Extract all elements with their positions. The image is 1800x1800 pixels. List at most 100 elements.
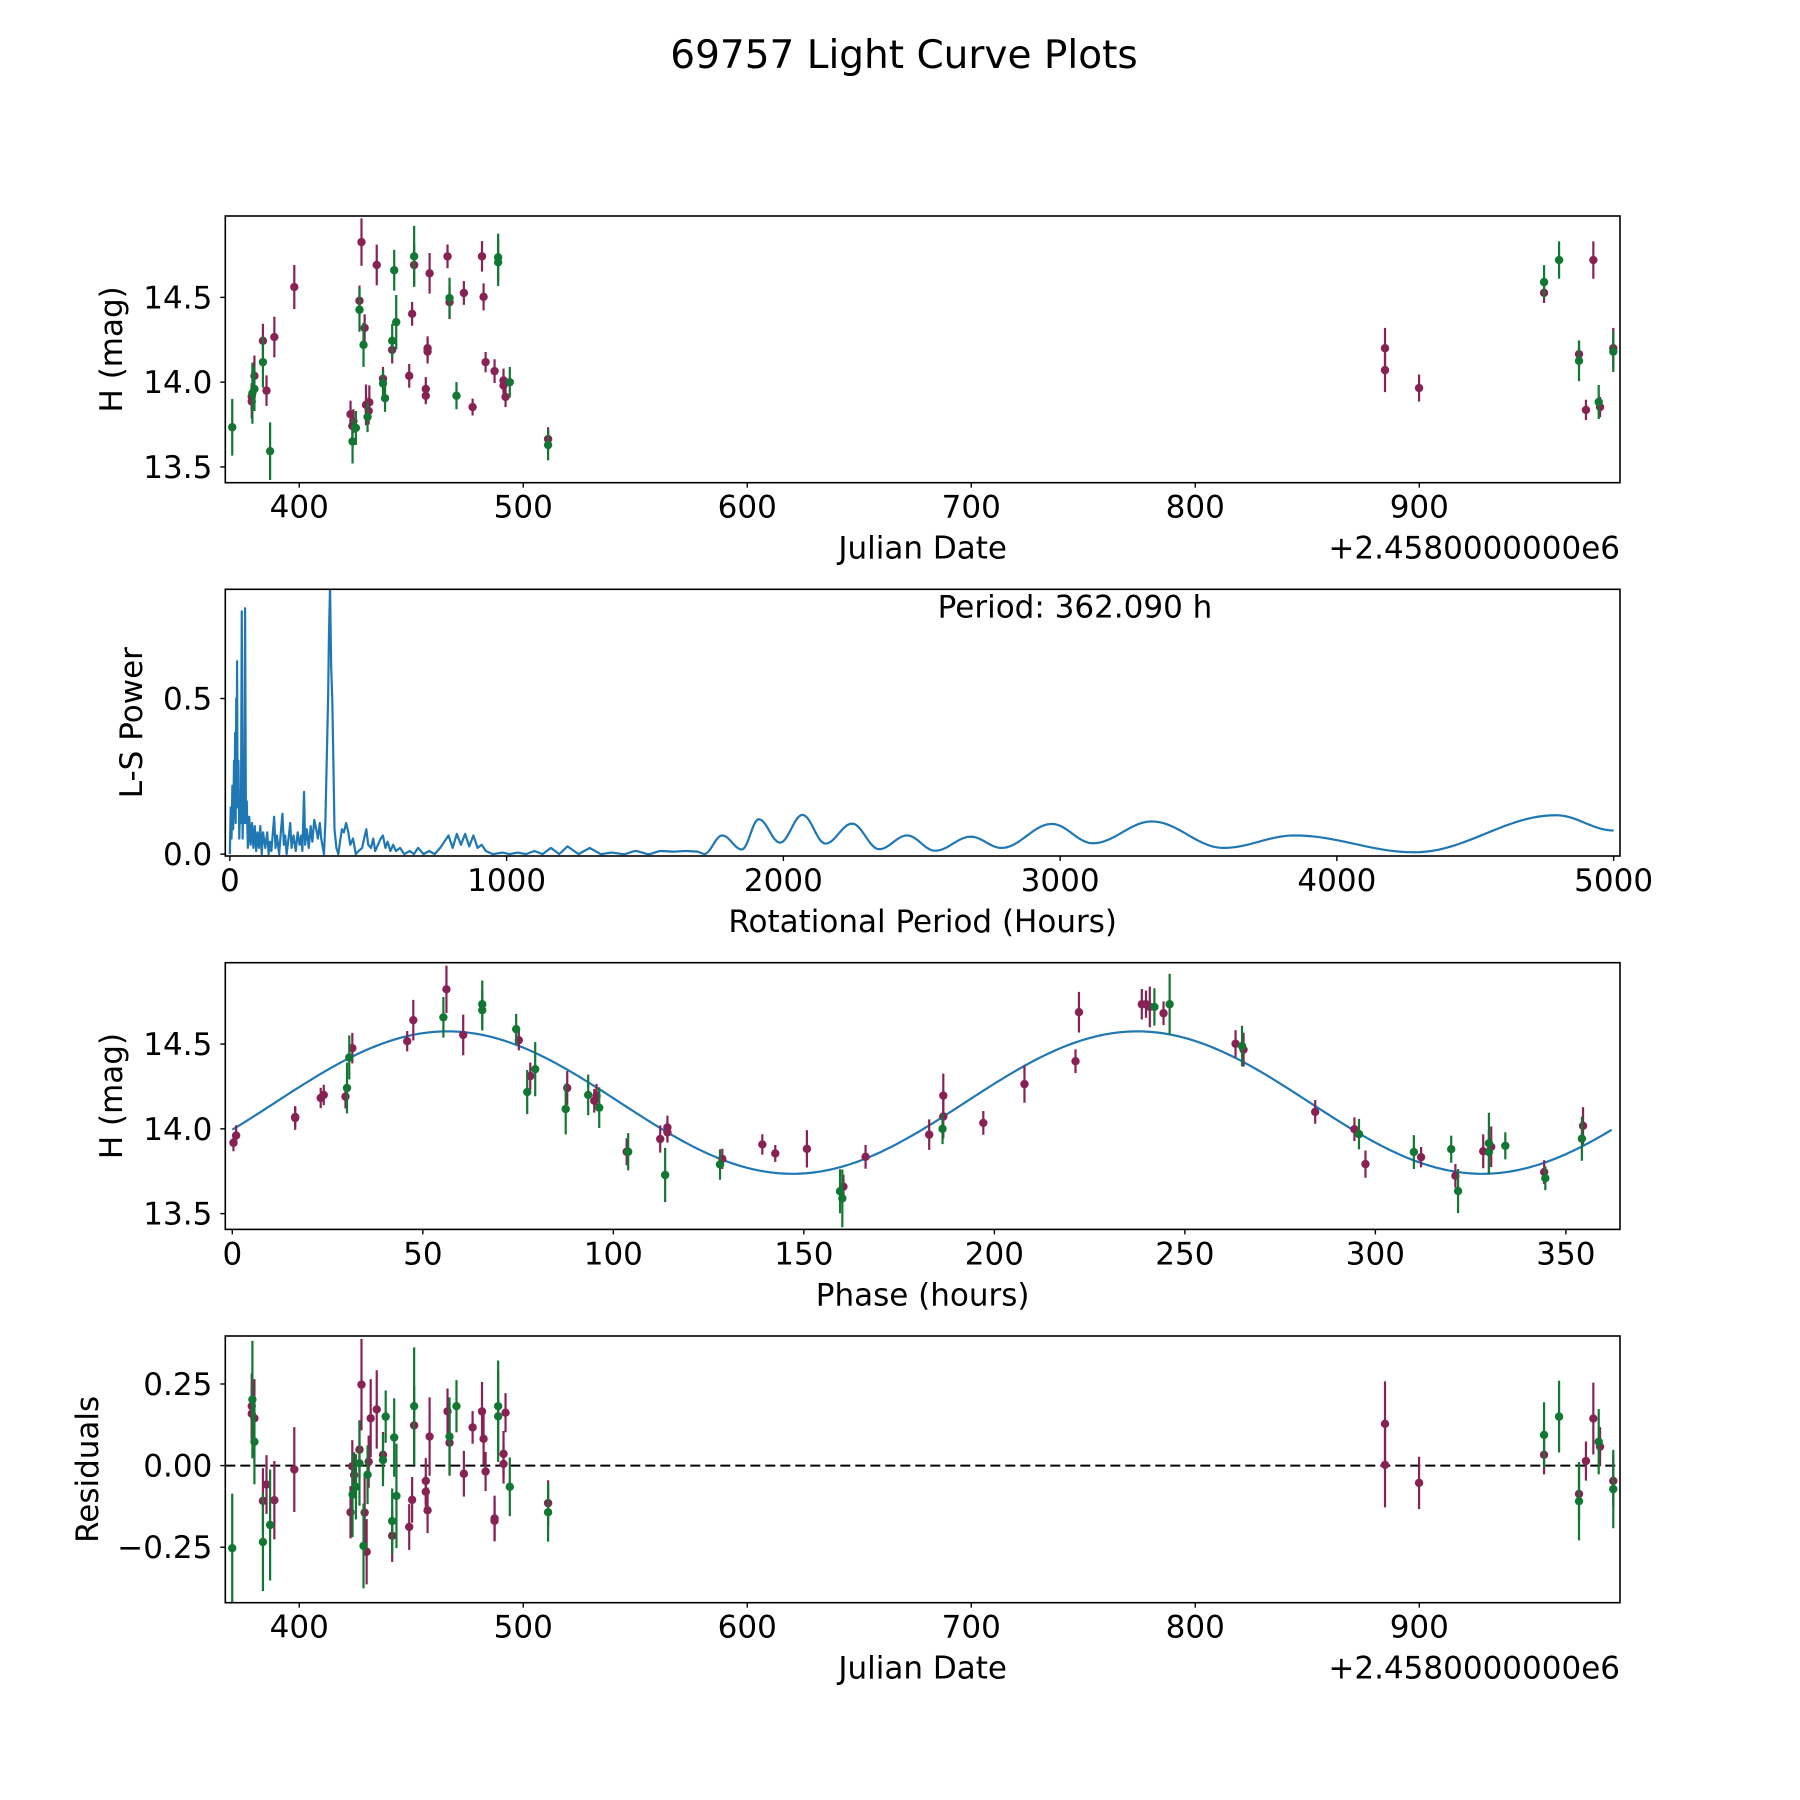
- data-point: [363, 412, 372, 422]
- data-point: [407, 1495, 417, 1505]
- data-point: [439, 1013, 448, 1022]
- x-tick-label: 200: [965, 1236, 1024, 1272]
- data-point: [1409, 1147, 1419, 1157]
- data-point: [403, 1037, 412, 1046]
- data-point: [459, 1469, 469, 1478]
- data-point: [501, 392, 510, 402]
- data-point: [355, 1459, 364, 1468]
- data-point: [387, 336, 397, 345]
- data-point: [1484, 1147, 1494, 1157]
- x-tick-label: 4000: [1297, 863, 1376, 899]
- data-point: [442, 985, 451, 994]
- data-point: [1020, 1079, 1029, 1089]
- data-point: [351, 423, 361, 433]
- data-point: [405, 371, 414, 381]
- x-tick-label: 700: [942, 1610, 1001, 1646]
- data-point: [715, 1160, 725, 1169]
- x-tick-label: 900: [1390, 490, 1449, 526]
- y-tick-label: 14.5: [143, 1027, 212, 1063]
- data-point: [423, 347, 432, 356]
- y-tick-label: 0.0: [163, 837, 212, 873]
- data-point: [505, 1482, 514, 1492]
- plot-area: [225, 1338, 1620, 1603]
- x-tick-label: 250: [1155, 1236, 1214, 1272]
- x-axis-label: Rotational Period (Hours): [728, 904, 1117, 940]
- figure-title: 69757 Light Curve Plots: [670, 33, 1137, 78]
- data-point: [479, 1434, 488, 1444]
- data-point: [392, 1491, 401, 1501]
- data-point: [493, 258, 503, 267]
- x-tick-label: 400: [270, 490, 329, 526]
- x-tick-label: 900: [1390, 1610, 1449, 1646]
- y-tick-label: 13.5: [143, 1197, 212, 1233]
- x-tick-label: 100: [584, 1236, 643, 1272]
- data-point: [1577, 1134, 1587, 1143]
- data-point: [421, 391, 430, 400]
- data-point: [364, 1457, 373, 1466]
- data-point: [1578, 1121, 1588, 1131]
- data-point: [481, 1467, 490, 1476]
- x-axis-label: Julian Date: [836, 1651, 1007, 1687]
- data-point: [583, 1090, 593, 1100]
- data-point: [478, 1005, 487, 1015]
- y-tick-label: 14.0: [143, 365, 212, 401]
- data-point: [861, 1152, 870, 1162]
- fit-model-curve: [231, 1030, 1613, 1175]
- data-point: [425, 1432, 434, 1441]
- data-point: [452, 391, 461, 400]
- data-point: [477, 1407, 487, 1416]
- x-tick-label: 800: [1166, 490, 1225, 526]
- data-point: [939, 1091, 948, 1100]
- data-point: [543, 440, 553, 450]
- x-axis-offset-text: +2.4580000000e6: [1328, 531, 1620, 567]
- phase-folded-panel: 0 50 100 150 200 250 300 350 13.5 14.0 14.5 Phase (…: [94, 961, 1621, 1313]
- axes-frame: [224, 1335, 1621, 1604]
- data-point: [1165, 1000, 1174, 1009]
- data-point: [511, 1024, 521, 1034]
- data-point: [452, 1401, 461, 1411]
- y-tick-label: 14.0: [143, 1112, 212, 1148]
- data-point: [392, 317, 401, 327]
- data-point: [423, 1506, 432, 1515]
- data-point: [357, 1380, 366, 1389]
- y-tick-label: 0.00: [143, 1449, 212, 1485]
- data-point: [802, 1144, 812, 1154]
- x-axis-label: Phase (hours): [816, 1277, 1030, 1313]
- data-point: [468, 1423, 477, 1432]
- data-point: [1159, 1009, 1168, 1018]
- data-point: [360, 323, 369, 333]
- y-tick-label: 0.25: [143, 1367, 212, 1403]
- data-point: [425, 269, 434, 278]
- data-point: [1414, 383, 1424, 393]
- data-point: [421, 1487, 430, 1496]
- data-point: [459, 1030, 468, 1040]
- data-point: [1447, 1145, 1456, 1154]
- data-point: [563, 1083, 572, 1093]
- data-point: [1574, 356, 1584, 365]
- data-point: [771, 1149, 780, 1158]
- data-point: [477, 252, 487, 261]
- data-point: [1071, 1057, 1080, 1066]
- data-point: [758, 1140, 767, 1149]
- data-point: [228, 423, 237, 432]
- y-tick-label: 13.5: [143, 450, 212, 486]
- data-point: [380, 394, 390, 403]
- x-tick-label: 1000: [467, 863, 546, 899]
- x-tick-label: 50: [403, 1236, 442, 1272]
- data-point: [1310, 1107, 1320, 1117]
- x-tick-label: 3000: [1021, 863, 1100, 899]
- residuals-panel: 400 500 600 700 800 900 −0.25 0.00 0.25 Julian Da…: [70, 1335, 1621, 1687]
- data-point: [1416, 1152, 1426, 1162]
- data-point: [349, 1470, 359, 1480]
- data-point: [378, 1455, 388, 1465]
- data-point: [1150, 1002, 1159, 1012]
- axes-frame: [224, 961, 1621, 1231]
- data-point: [443, 252, 452, 261]
- y-tick-label: 0.5: [163, 682, 212, 718]
- data-point: [405, 1522, 414, 1532]
- data-point: [409, 1401, 419, 1411]
- data-point: [1581, 1456, 1591, 1466]
- data-point: [1594, 1437, 1603, 1446]
- data-point: [250, 384, 259, 394]
- x-tick-label: 0: [222, 1236, 242, 1272]
